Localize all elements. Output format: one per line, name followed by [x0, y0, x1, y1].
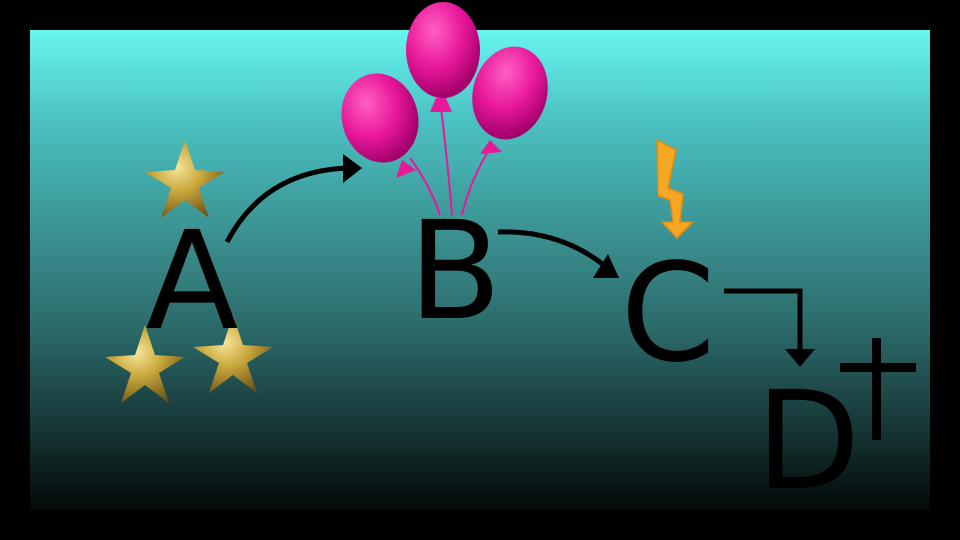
balloon-icon-middle	[406, 2, 480, 112]
dagger-cross-icon	[840, 338, 916, 440]
lightning-bolt-icon	[656, 138, 695, 240]
node-a-label: A	[145, 203, 238, 361]
star-icon-top	[145, 140, 225, 218]
star-icon-bottom-left	[105, 325, 185, 403]
star-icon-bottom-right	[193, 315, 273, 393]
balloon-icon-right	[472, 46, 548, 154]
node-c-label: C	[621, 235, 716, 393]
node-b-label: B	[408, 193, 501, 351]
arrow-b-to-c	[497, 229, 619, 278]
node-d-label: D	[756, 363, 861, 521]
arrow-a-to-b	[224, 154, 362, 244]
balloon-icon-left	[341, 73, 419, 178]
arrow-c-to-d	[724, 288, 815, 367]
